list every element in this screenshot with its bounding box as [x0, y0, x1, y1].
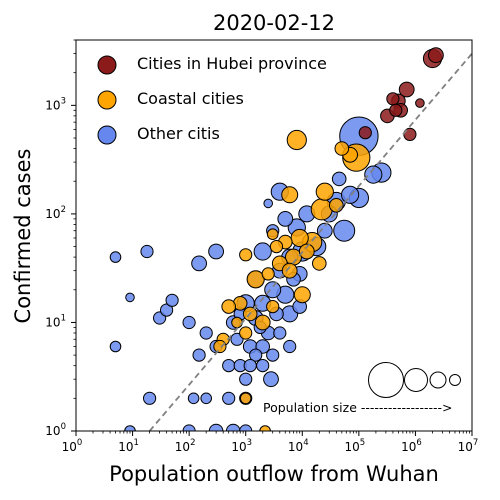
data-point-other-citis [208, 423, 224, 431]
data-point-other-citis [263, 198, 274, 209]
data-point-cities-in-hubei-province [398, 81, 415, 98]
data-point-other-citis [249, 348, 263, 362]
x-tick-label: 102 [175, 438, 196, 454]
legend-label: Other citis [137, 124, 220, 143]
legend-marker [97, 55, 117, 75]
legend-label: Coastal cities [137, 89, 244, 108]
reference-line-layer [148, 52, 473, 432]
x-axis-label: Population outflow from Wuhan [109, 462, 439, 486]
x-tick-label: 105 [345, 438, 366, 454]
y-axis-label: Confirmed cases [11, 149, 35, 324]
data-point-other-citis [364, 165, 383, 184]
legend-marker [97, 125, 117, 145]
data-point-other-citis [266, 348, 280, 362]
data-point-coastal-cities [286, 129, 307, 151]
data-point-other-citis [109, 340, 122, 353]
data-point-other-citis [160, 303, 174, 317]
data-point-coastal-cities [259, 425, 271, 431]
data-point-coastal-cities [281, 262, 298, 279]
x-tick-label: 106 [401, 438, 422, 454]
data-point-other-citis [192, 348, 206, 362]
data-point-other-citis [200, 392, 212, 405]
data-point-coastal-cities [231, 316, 243, 329]
data-point-other-citis [243, 359, 257, 373]
data-point-coastal-cities [266, 300, 280, 314]
data-point-coastal-cities [239, 248, 253, 262]
data-point-coastal-cities [221, 299, 236, 314]
data-point-other-citis [182, 315, 196, 330]
data-point-other-citis [277, 211, 294, 227]
legend-label: Cities in Hubei province [137, 54, 327, 73]
data-point-cities-in-hubei-province [358, 126, 372, 140]
size-legend-circle [449, 374, 461, 386]
x-tick-label: 107 [458, 438, 479, 454]
size-legend-label: Population size ------------------> [263, 400, 453, 415]
data-point-coastal-cities [213, 339, 227, 354]
data-point-other-citis [222, 359, 236, 373]
x-tick-label: 100 [62, 438, 83, 454]
data-point-coastal-cities [315, 182, 334, 201]
data-point-other-citis [124, 425, 136, 431]
y-tick-label: 101 [45, 313, 66, 329]
data-point-other-citis [333, 219, 356, 242]
data-point-cities-in-hubei-province [389, 103, 403, 117]
data-point-other-citis [140, 244, 154, 259]
y-tick-label: 102 [45, 205, 66, 221]
plot-frame [75, 39, 473, 432]
data-point-other-citis [109, 251, 122, 263]
x-tick-label: 103 [231, 438, 252, 454]
data-point-coastal-cities [269, 240, 284, 254]
data-point-coastal-cities [281, 186, 299, 204]
data-point-other-citis [316, 222, 333, 239]
size-legend: Population size ------------------> [263, 362, 461, 415]
size-legend-circle [429, 371, 447, 389]
data-point-other-citis [143, 391, 157, 405]
data-point-coastal-cities [298, 243, 315, 260]
data-point-coastal-cities [266, 228, 279, 240]
data-point-coastal-cities [254, 314, 271, 331]
data-point-coastal-cities [334, 141, 350, 156]
data-point-other-citis [239, 372, 253, 386]
data-point-cities-in-hubei-province [428, 47, 444, 64]
data-point-other-citis [341, 185, 360, 204]
y-tick-label: 103 [45, 96, 66, 112]
data-point-other-citis [187, 392, 200, 405]
data-point-other-citis [165, 293, 179, 307]
x-tick-label: 104 [288, 438, 309, 454]
x-tick-label: 101 [118, 438, 139, 454]
data-point-other-citis [263, 371, 279, 388]
data-point-other-citis [199, 326, 213, 340]
data-point-coastal-cities [310, 198, 333, 221]
data-point-other-citis [225, 423, 241, 431]
data-point-other-citis [191, 255, 208, 272]
data-point-coastal-cities [261, 267, 275, 281]
data-point-other-citis [331, 171, 347, 187]
size-legend-circle [368, 362, 404, 398]
data-point-coastal-cities [239, 326, 253, 340]
data-point-other-citis [253, 242, 272, 261]
data-point-other-citis [125, 292, 135, 303]
data-point-other-citis [208, 243, 225, 260]
data-point-other-citis [222, 391, 236, 405]
data-point-coastal-cities [293, 286, 311, 304]
data-points [109, 47, 444, 431]
data-point-other-citis [256, 359, 270, 373]
axis-ticks: 100 101 102 103 104 105 106 107 100 101 102 103 [45, 39, 479, 454]
chart-title: 2020-02-12 [213, 11, 335, 35]
data-point-cities-in-hubei-province [386, 92, 400, 106]
reference-line [148, 52, 473, 432]
data-point-other-citis [264, 281, 282, 299]
data-point-coastal-cities [246, 270, 265, 289]
data-point-other-citis [273, 326, 287, 340]
data-point-coastal-cities [239, 392, 252, 405]
y-tick-label: 100 [45, 422, 66, 438]
data-point-other-citis [283, 339, 297, 354]
legend-marker [97, 90, 117, 110]
data-point-coastal-cities [312, 256, 327, 271]
size-legend-circle [404, 368, 428, 392]
data-point-cities-in-hubei-province [415, 98, 425, 108]
legend: Cities in Hubei province Coastal cities Ot… [97, 54, 327, 145]
data-point-coastal-cities [329, 198, 344, 213]
